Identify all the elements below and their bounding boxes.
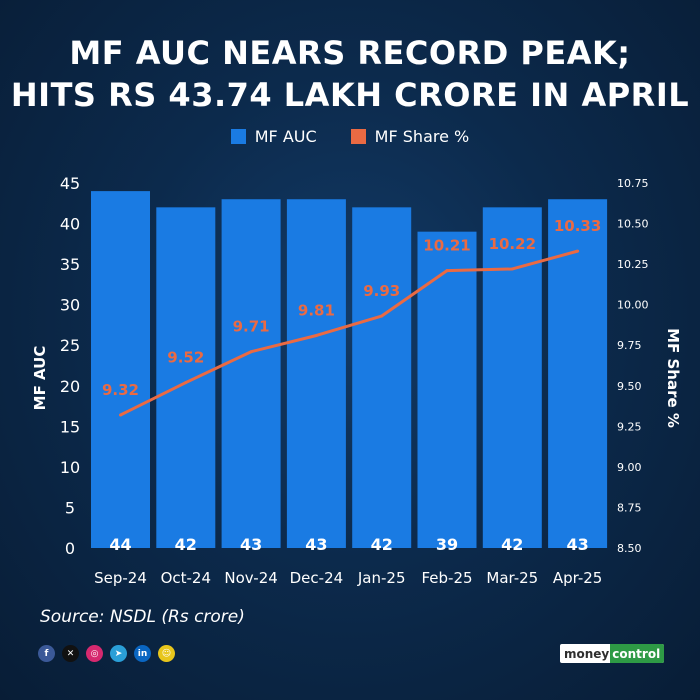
- line-value-label: 10.21: [423, 237, 470, 255]
- y2-axis-title: MF Share %: [664, 328, 682, 428]
- legend-item-mf-auc: MF AUC: [230, 127, 317, 146]
- line-point: [445, 269, 449, 273]
- y-tick-label: 20: [60, 377, 80, 396]
- line-point: [510, 267, 514, 271]
- legend-item-mf-share: MF Share %: [350, 127, 470, 146]
- y-tick-label: 40: [60, 215, 80, 234]
- x-tick-label: Dec-24: [290, 569, 344, 587]
- y2-tick-label: 9.25: [617, 420, 642, 433]
- line-point: [249, 350, 253, 354]
- chart-title: MF AUC NEARS RECORD PEAK; HITS RS 43.74 …: [0, 32, 700, 116]
- bar: [286, 199, 346, 548]
- bar-value-label: 44: [109, 535, 131, 554]
- y2-tick-label: 10.00: [617, 299, 649, 312]
- y-tick-label: 10: [60, 458, 80, 477]
- social-icons: f ✕ ◎ ➤ in ☺: [38, 645, 175, 662]
- instagram-icon[interactable]: ◎: [86, 645, 103, 662]
- telegram-icon[interactable]: ➤: [110, 645, 127, 662]
- y2-tick-label: 10.25: [617, 258, 649, 271]
- title-line-1: MF AUC NEARS RECORD PEAK;: [69, 34, 631, 72]
- line-value-label: 9.32: [102, 381, 139, 399]
- line-series-mf-share: [119, 249, 578, 417]
- y2-tick-label: 10.75: [617, 177, 649, 190]
- bar-value-label: 43: [305, 535, 327, 554]
- bar-value-label: 39: [436, 535, 458, 554]
- title-line-2: HITS RS 43.74 LAKH CRORE IN APRIL: [10, 76, 690, 114]
- moneycontrol-logo: money control: [560, 644, 664, 663]
- facebook-icon[interactable]: f: [38, 645, 55, 662]
- bar: [352, 207, 412, 549]
- line-point: [576, 249, 580, 253]
- bar: [482, 207, 542, 549]
- line-value-label: 9.71: [233, 318, 270, 336]
- y-axis-title: MF AUC: [31, 346, 49, 411]
- y-tick-label: 25: [60, 336, 80, 355]
- source-note: Source: NSDL (Rs crore): [40, 607, 245, 627]
- bar: [91, 191, 150, 548]
- line-point: [184, 381, 188, 385]
- legend-swatch-mf-auc: [230, 129, 246, 144]
- y-tick-label: 0: [65, 539, 75, 558]
- y2-tick-label: 8.50: [617, 542, 642, 555]
- y-tick-label: 35: [60, 255, 80, 274]
- line-value-label: 10.33: [554, 217, 601, 235]
- y2-tick-label: 9.50: [617, 380, 642, 393]
- bar-value-label: 43: [566, 535, 588, 554]
- line-point: [119, 413, 122, 417]
- y-tick-label: 5: [65, 498, 75, 517]
- line-value-label: 10.22: [489, 235, 536, 253]
- line-point: [314, 333, 318, 337]
- logo-text-control: control: [610, 644, 664, 663]
- legend-swatch-mf-share: [350, 129, 366, 144]
- bar-value-label: 42: [371, 535, 393, 554]
- line-value-label: 9.52: [167, 349, 204, 367]
- bar: [417, 231, 477, 548]
- line-value-label: 9.93: [363, 282, 400, 300]
- chart-legend: MF AUC MF Share %: [0, 127, 700, 146]
- bar-value-label: 43: [240, 535, 262, 554]
- x-tick-label: Feb-25: [421, 569, 472, 587]
- y2-tick-label: 9.00: [617, 461, 642, 474]
- y2-tick-label: 10.50: [617, 218, 649, 231]
- bar: [221, 199, 281, 548]
- y2-tick-label: 9.75: [617, 339, 642, 352]
- x-icon[interactable]: ✕: [62, 645, 79, 662]
- line-value-label: 9.81: [298, 301, 335, 319]
- linkedin-icon[interactable]: in: [134, 645, 151, 662]
- y2-tick-label: 8.75: [617, 501, 642, 514]
- x-tick-label: Mar-25: [486, 569, 538, 587]
- x-tick-label: Oct-24: [161, 569, 211, 587]
- y-tick-label: 45: [60, 174, 80, 193]
- x-tick-label: Sep-24: [94, 569, 147, 587]
- logo-text-money: money: [564, 646, 610, 661]
- legend-label-mf-auc: MF AUC: [254, 127, 317, 146]
- x-tick-label: Nov-24: [224, 569, 277, 587]
- bar-value-label: 42: [175, 535, 197, 554]
- x-tick-label: Apr-25: [553, 569, 603, 587]
- legend-label-mf-share: MF Share %: [374, 127, 470, 146]
- line-point: [380, 314, 384, 318]
- snapchat-icon[interactable]: ☺: [158, 645, 175, 662]
- y-tick-label: 30: [60, 296, 80, 315]
- bar: [156, 207, 216, 549]
- bar-value-label: 42: [501, 535, 523, 554]
- y-tick-label: 15: [60, 417, 80, 436]
- x-tick-label: Jan-25: [357, 569, 406, 587]
